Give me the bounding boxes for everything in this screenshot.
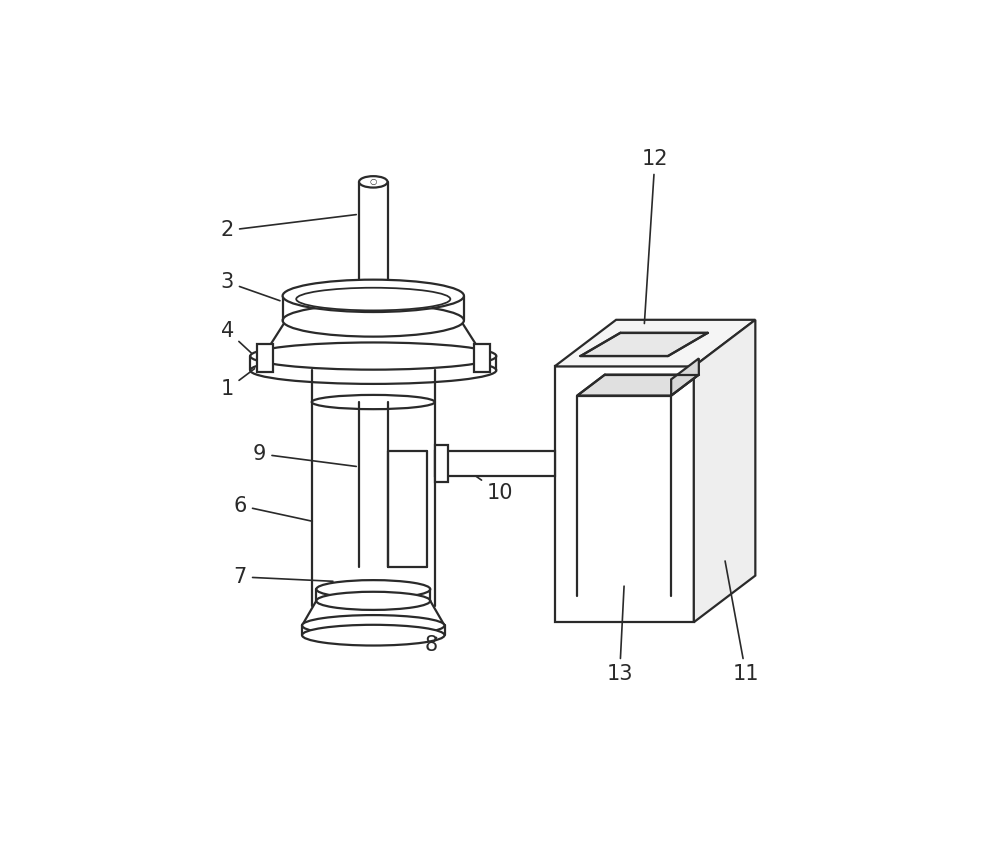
Polygon shape [435,446,448,482]
Ellipse shape [250,342,496,370]
Text: 2: 2 [221,214,356,241]
Ellipse shape [316,592,430,610]
Polygon shape [580,333,708,356]
Text: ○: ○ [370,177,377,187]
Polygon shape [555,320,755,367]
Text: 13: 13 [606,586,633,684]
Text: 4: 4 [221,320,255,356]
Polygon shape [435,452,555,476]
Polygon shape [555,367,694,622]
Text: 9: 9 [253,444,356,467]
Text: 8: 8 [425,635,438,655]
Ellipse shape [302,615,445,636]
Polygon shape [694,320,755,622]
Ellipse shape [250,357,496,383]
Text: 11: 11 [725,561,759,684]
Text: 3: 3 [221,272,280,301]
Polygon shape [257,345,273,372]
Polygon shape [671,358,699,395]
Ellipse shape [283,280,464,312]
Polygon shape [577,374,699,395]
Ellipse shape [283,304,464,336]
Ellipse shape [359,176,388,188]
Polygon shape [474,345,490,372]
Ellipse shape [316,580,430,598]
Ellipse shape [302,625,445,646]
Text: 10: 10 [469,472,513,503]
Text: 7: 7 [234,567,333,587]
Text: 6: 6 [234,495,312,521]
Ellipse shape [312,395,435,410]
Text: 1: 1 [221,368,254,399]
Text: 12: 12 [642,149,668,324]
